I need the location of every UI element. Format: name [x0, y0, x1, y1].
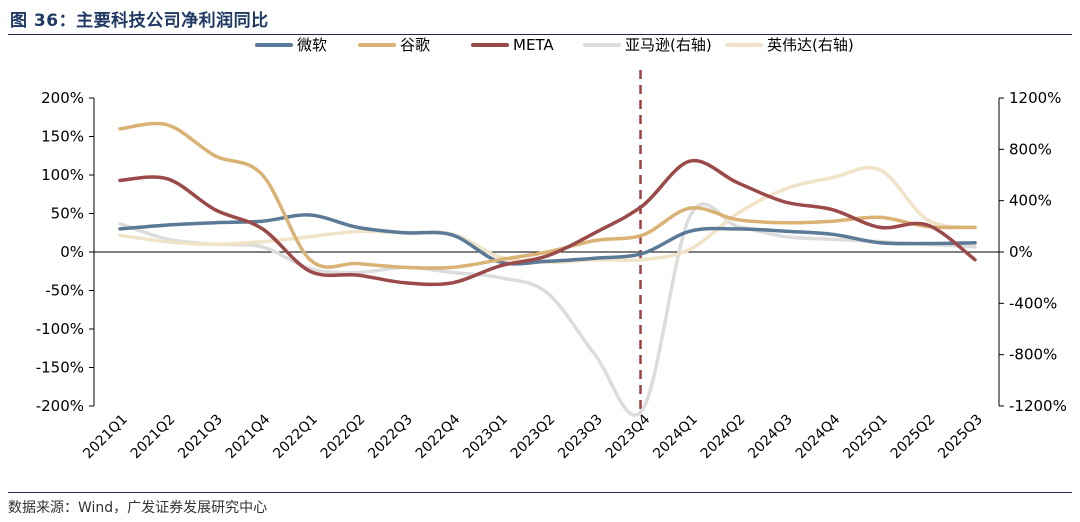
- x-axis: 2021Q12021Q22021Q32021Q42022Q12022Q22022…: [80, 251, 999, 463]
- left-tick-label: 50%: [51, 205, 84, 223]
- right-tick-label: 800%: [1009, 140, 1052, 158]
- left-tick-label: -150%: [36, 359, 84, 377]
- title-bar: 图 36：主要科技公司净利润同比: [8, 2, 1072, 35]
- legend-label: 微软: [297, 36, 327, 54]
- x-tick-label: 2021Q3: [175, 412, 226, 463]
- right-tick-label: 0%: [1009, 243, 1033, 261]
- left-tick-label: -100%: [36, 320, 84, 338]
- right-tick-label: -400%: [1009, 294, 1057, 312]
- line-chart: 微软 谷歌 META 亚马逊(右轴) 英伟达(右轴) -200% -150% -100% -5…: [36, 36, 1067, 463]
- right-tick-label: -800%: [1009, 346, 1057, 364]
- legend: 微软 谷歌 META 亚马逊(右轴) 英伟达(右轴): [255, 36, 854, 54]
- left-tick-label: 100%: [41, 166, 84, 184]
- figure-title: 图 36：主要科技公司净利润同比: [10, 11, 269, 31]
- series-line: [118, 121, 977, 270]
- right-tick-label: 400%: [1009, 192, 1052, 210]
- x-tick-label: 2021Q4: [223, 411, 274, 462]
- footer-divider: [8, 492, 1072, 493]
- x-tick-label: 2025Q2: [888, 412, 939, 463]
- right-axis: -1200% -800% -400% 0% 400% 800% 1200%: [998, 89, 1067, 415]
- legend-label: 英伟达(右轴): [767, 36, 854, 54]
- series-line: [118, 202, 977, 417]
- left-tick-label: -200%: [36, 397, 84, 415]
- x-tick-label: 2025Q3: [935, 412, 986, 463]
- left-axis: -200% -150% -100% -50% 0% 50% 100% 150% 200%: [36, 89, 95, 415]
- legend-label: 亚马逊(右轴): [625, 36, 712, 54]
- x-tick-label: 2023Q2: [508, 412, 559, 463]
- x-tick-label: 2021Q1: [80, 412, 131, 463]
- x-tick-label: 2022Q1: [270, 412, 321, 463]
- x-tick-label: 2024Q1: [650, 412, 701, 463]
- left-tick-label: -50%: [45, 282, 84, 300]
- x-tick-label: 2022Q3: [365, 412, 416, 463]
- x-tick-label: 2022Q2: [318, 412, 369, 463]
- x-tick-label: 2024Q3: [745, 412, 796, 463]
- series-layer: [118, 121, 977, 417]
- left-tick-label: 200%: [41, 89, 84, 107]
- series-line: [118, 213, 977, 266]
- right-tick-label: -1200%: [1009, 397, 1067, 415]
- data-source: 数据来源：Wind，广发证券发展研究中心: [8, 500, 268, 516]
- x-tick-label: 2021Q2: [128, 412, 179, 463]
- x-tick-label: 2024Q4: [793, 411, 844, 462]
- series-line: [118, 158, 977, 287]
- legend-label: 谷歌: [400, 36, 430, 54]
- right-tick-label: 1200%: [1009, 89, 1061, 107]
- x-tick-label: 2025Q1: [840, 412, 891, 463]
- x-tick-label: 2023Q3: [555, 412, 606, 463]
- x-tick-label: 2023Q1: [460, 412, 511, 463]
- legend-label: META: [513, 36, 554, 54]
- left-tick-label: 0%: [60, 243, 84, 261]
- x-tick-label: 2024Q2: [698, 412, 749, 463]
- x-tick-label: 2022Q4: [413, 411, 464, 462]
- left-tick-label: 150%: [41, 128, 84, 146]
- x-tick-label: 2023Q4: [603, 411, 654, 462]
